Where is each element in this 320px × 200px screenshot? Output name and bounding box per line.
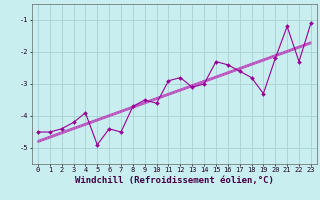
X-axis label: Windchill (Refroidissement éolien,°C): Windchill (Refroidissement éolien,°C): [75, 176, 274, 185]
